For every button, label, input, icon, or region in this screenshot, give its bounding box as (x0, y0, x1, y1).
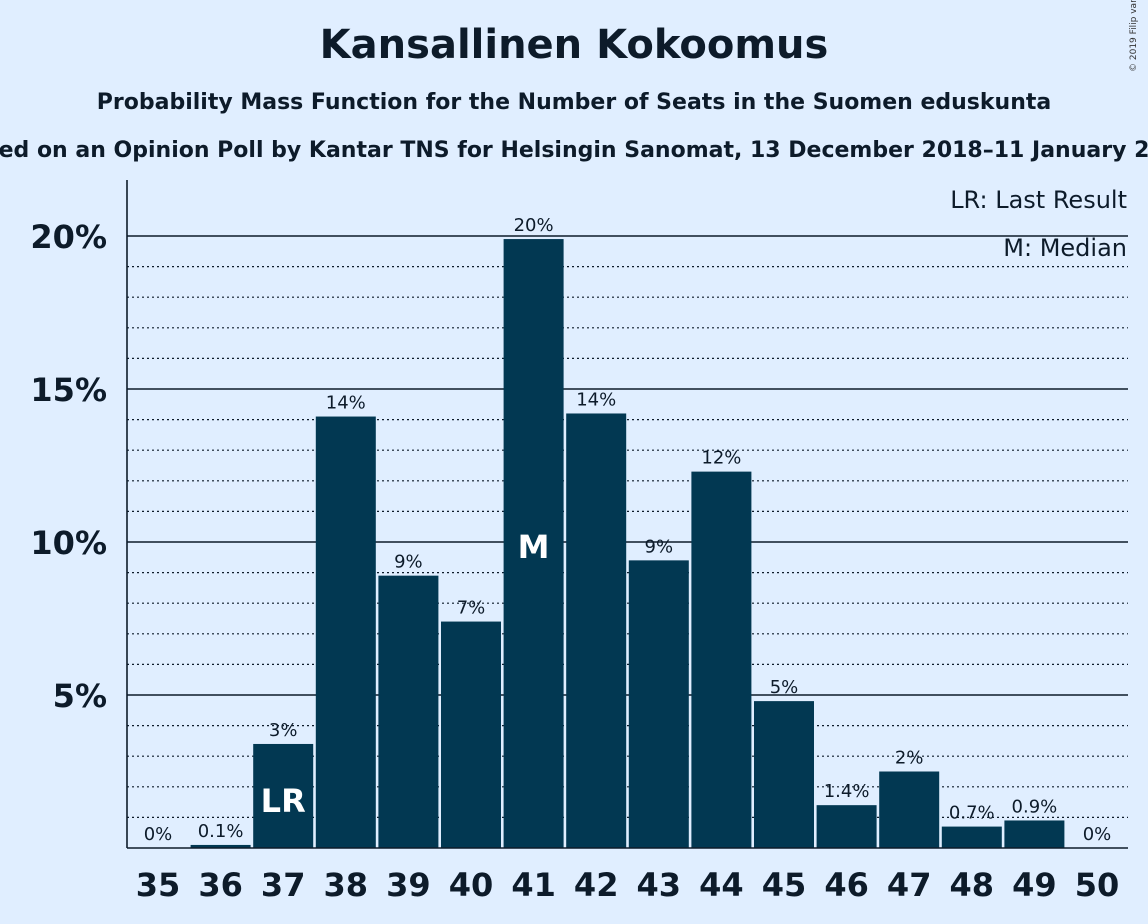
x-tick-label: 46 (824, 866, 869, 904)
x-tick-label: 40 (449, 866, 494, 904)
y-tick-label: 5% (53, 677, 107, 715)
data-label: 14% (576, 389, 616, 410)
x-tick-label: 47 (887, 866, 932, 904)
data-label: 0.7% (949, 803, 995, 824)
x-tick-label: 38 (324, 866, 369, 904)
bar (941, 826, 1002, 848)
chart-subtitle: Probability Mass Function for the Number… (96, 90, 1052, 115)
bar (879, 771, 940, 848)
x-tick-label: 50 (1075, 866, 1120, 904)
x-tick-label: 45 (762, 866, 807, 904)
x-tick-label: 48 (950, 866, 995, 904)
data-label: 9% (394, 552, 423, 573)
bar (691, 471, 752, 848)
x-tick-label: 44 (699, 866, 744, 904)
bar (253, 743, 314, 848)
y-tick-label: 20% (30, 218, 107, 256)
chart-title: Kansallinen Kokoomus (319, 22, 829, 68)
data-label: 3% (269, 720, 298, 741)
x-tick-label: 37 (261, 866, 306, 904)
bar (754, 701, 814, 848)
bar (441, 621, 501, 848)
bar (1004, 820, 1065, 848)
last-result-marker: LR (261, 782, 306, 820)
bar (378, 575, 439, 848)
chart-source-line: ed on an Opinion Poll by Kantar TNS for … (0, 138, 1148, 163)
data-label: 20% (514, 215, 554, 236)
x-tick-label: 42 (574, 866, 619, 904)
x-tick-label: 41 (511, 866, 556, 904)
data-label: 0.1% (198, 821, 244, 842)
data-label: 5% (770, 677, 799, 698)
data-label: 9% (645, 536, 674, 557)
data-label: 0.9% (1012, 796, 1058, 817)
legend-last-result: LR: Last Result (950, 186, 1127, 214)
x-tick-label: 36 (198, 866, 243, 904)
bar (503, 239, 564, 848)
data-label: 14% (326, 393, 366, 414)
median-marker: M (518, 528, 550, 566)
data-label: 12% (701, 448, 741, 469)
x-tick-label: 49 (1012, 866, 1057, 904)
data-label: 0% (1083, 824, 1112, 845)
bar (190, 844, 251, 848)
x-tick-label: 43 (637, 866, 682, 904)
data-label: 7% (457, 598, 486, 619)
bar (816, 805, 877, 848)
bar (315, 416, 376, 848)
data-label: 2% (895, 748, 924, 769)
x-tick-label: 35 (136, 866, 181, 904)
x-tick-label: 39 (386, 866, 431, 904)
y-tick-label: 15% (30, 371, 107, 409)
data-label: 1.4% (824, 781, 870, 802)
data-label: 0% (144, 824, 173, 845)
legend-median: M: Median (1003, 234, 1127, 262)
bar (628, 560, 689, 848)
bar (566, 413, 627, 848)
y-tick-label: 10% (30, 524, 107, 562)
